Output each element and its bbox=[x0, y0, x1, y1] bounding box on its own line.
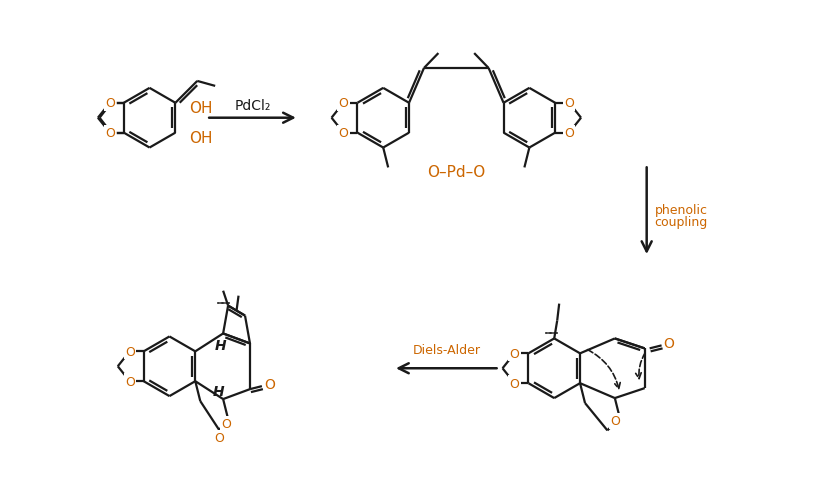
Text: OH: OH bbox=[189, 101, 213, 116]
Text: O: O bbox=[510, 347, 519, 360]
Text: O–Pd–O: O–Pd–O bbox=[428, 165, 486, 180]
Text: H: H bbox=[213, 384, 224, 398]
Text: Diels-Alder: Diels-Alder bbox=[412, 344, 480, 357]
Text: O: O bbox=[125, 375, 134, 388]
Text: O: O bbox=[564, 127, 574, 140]
Text: H: H bbox=[214, 339, 226, 353]
Text: O: O bbox=[107, 97, 116, 110]
Text: O: O bbox=[339, 97, 349, 110]
Text: O: O bbox=[564, 97, 574, 110]
Text: O: O bbox=[214, 432, 224, 444]
Text: O: O bbox=[339, 127, 349, 140]
Text: OH: OH bbox=[189, 131, 213, 146]
Text: O: O bbox=[105, 97, 115, 110]
Text: phenolic: phenolic bbox=[654, 203, 707, 216]
Text: O: O bbox=[221, 418, 231, 431]
Text: O: O bbox=[105, 127, 115, 140]
Text: PdCl₂: PdCl₂ bbox=[234, 98, 270, 112]
Text: coupling: coupling bbox=[654, 215, 708, 228]
Text: O: O bbox=[264, 377, 275, 391]
Text: O: O bbox=[610, 415, 620, 428]
Text: O: O bbox=[664, 336, 675, 351]
Text: O: O bbox=[107, 127, 116, 140]
Text: O: O bbox=[125, 345, 134, 358]
Text: O: O bbox=[510, 377, 519, 390]
